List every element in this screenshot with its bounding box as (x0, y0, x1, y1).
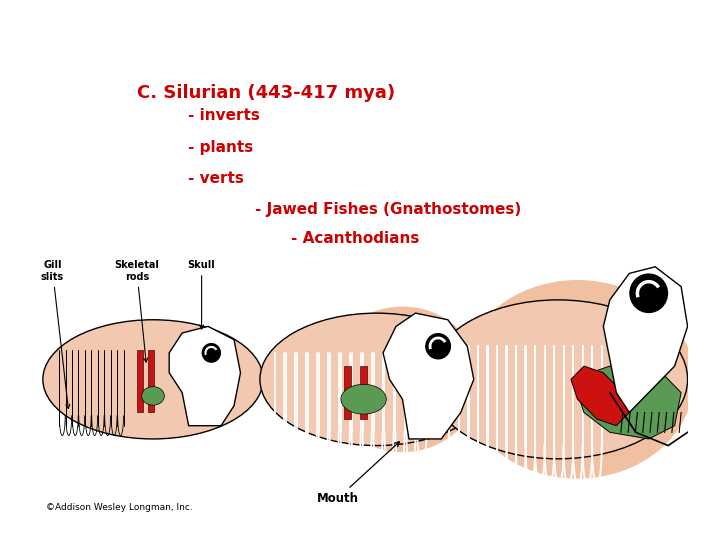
Text: - Acanthodians: - Acanthodians (291, 231, 419, 246)
Ellipse shape (341, 384, 387, 414)
Polygon shape (603, 267, 688, 413)
Circle shape (426, 333, 451, 360)
Ellipse shape (428, 300, 688, 459)
Bar (361, 366, 367, 419)
Text: - verts: - verts (188, 171, 243, 186)
Text: C. Silurian (443-417 mya): C. Silurian (443-417 mya) (138, 84, 395, 102)
Polygon shape (571, 366, 629, 426)
Circle shape (202, 343, 221, 363)
Ellipse shape (142, 387, 164, 405)
Text: Skeletal
rods: Skeletal rods (114, 260, 159, 362)
Text: Skull: Skull (188, 260, 215, 329)
Polygon shape (383, 313, 474, 439)
Ellipse shape (325, 307, 480, 452)
Text: - Jawed Fishes (Gnathostomes): - Jawed Fishes (Gnathostomes) (255, 202, 521, 217)
Bar (148, 349, 153, 413)
Bar (138, 349, 143, 413)
Text: - plants: - plants (188, 140, 253, 154)
Ellipse shape (461, 280, 694, 478)
Text: Gill
slits: Gill slits (41, 260, 70, 408)
Bar (344, 366, 351, 419)
Ellipse shape (42, 320, 264, 439)
Polygon shape (577, 360, 681, 439)
Ellipse shape (260, 313, 493, 446)
Polygon shape (169, 326, 240, 426)
Text: Mouth: Mouth (317, 442, 400, 505)
Circle shape (629, 273, 668, 313)
Text: - inverts: - inverts (188, 109, 259, 124)
Text: ©Addison Wesley Longman, Inc.: ©Addison Wesley Longman, Inc. (46, 503, 193, 512)
